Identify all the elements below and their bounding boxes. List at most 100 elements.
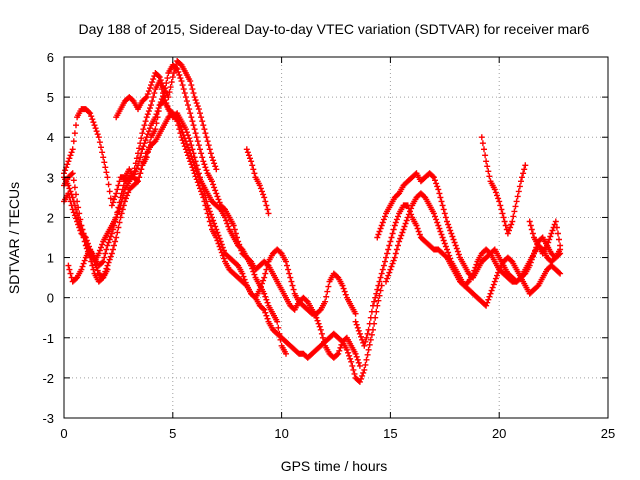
data-point xyxy=(290,286,297,293)
grid xyxy=(64,57,608,418)
chart-title: Day 188 of 2015, Sidereal Day-to-day VTE… xyxy=(79,21,590,37)
data-point xyxy=(397,235,404,242)
data-point xyxy=(98,144,104,151)
data-point xyxy=(106,236,113,243)
data-point xyxy=(203,134,210,141)
data-point xyxy=(496,198,503,205)
data-point xyxy=(164,75,171,82)
data-point xyxy=(82,238,89,245)
data-point xyxy=(492,189,499,196)
data-point xyxy=(358,375,364,382)
series-track-6 xyxy=(243,146,272,217)
data-point xyxy=(484,299,491,306)
data-point xyxy=(448,230,455,237)
data-point xyxy=(89,262,96,269)
data-point xyxy=(374,286,381,293)
series-track-9 xyxy=(374,170,564,285)
data-point xyxy=(510,213,517,220)
data-point xyxy=(371,298,378,305)
data-point xyxy=(365,326,372,333)
data-point xyxy=(434,219,441,226)
data-point xyxy=(112,193,119,200)
data-point xyxy=(349,362,356,369)
data-point xyxy=(262,270,269,277)
data-point xyxy=(198,188,205,195)
data-point xyxy=(192,97,199,104)
data-point xyxy=(341,288,348,295)
series-track-11 xyxy=(478,134,529,237)
data-point xyxy=(175,122,182,129)
data-point xyxy=(190,167,197,174)
data-point xyxy=(167,84,174,91)
data-point xyxy=(446,224,453,231)
data-point xyxy=(203,167,210,174)
data-point xyxy=(188,161,195,168)
data-point xyxy=(483,158,490,165)
data-point xyxy=(356,378,363,385)
data-point xyxy=(118,190,125,197)
data-point xyxy=(230,222,237,229)
data-point xyxy=(98,244,104,251)
data-point xyxy=(386,269,393,276)
data-point xyxy=(101,254,108,261)
data-point xyxy=(105,259,112,266)
data-point xyxy=(359,372,366,379)
data-point xyxy=(157,77,164,84)
data-point xyxy=(179,137,186,144)
data-point xyxy=(183,98,190,105)
data-point xyxy=(79,226,86,233)
data-point xyxy=(498,206,505,213)
data-point xyxy=(177,75,184,82)
data-point xyxy=(191,94,198,101)
data-point xyxy=(141,156,148,163)
data-point xyxy=(204,210,211,217)
data-point xyxy=(106,188,113,195)
data-point xyxy=(67,270,74,277)
data-point xyxy=(223,217,230,224)
data-point xyxy=(207,150,214,157)
data-point xyxy=(261,274,268,281)
data-point xyxy=(483,302,490,309)
data-point xyxy=(435,186,442,193)
data-point xyxy=(387,238,394,245)
data-point xyxy=(364,330,371,337)
data-point xyxy=(516,183,523,190)
data-point xyxy=(546,236,553,243)
data-point xyxy=(207,222,214,229)
data-point xyxy=(95,250,102,257)
data-point xyxy=(143,114,150,121)
data-point xyxy=(319,334,326,341)
data-point xyxy=(491,278,498,285)
data-point xyxy=(222,214,228,221)
data-point xyxy=(166,89,173,96)
data-point xyxy=(391,254,398,261)
data-point xyxy=(64,161,71,168)
data-point xyxy=(69,146,76,153)
data-point xyxy=(343,346,350,353)
data-point xyxy=(152,114,159,121)
data-point xyxy=(352,350,359,357)
data-point xyxy=(136,158,143,165)
data-point xyxy=(259,188,265,195)
data-point xyxy=(210,157,217,164)
data-point xyxy=(139,146,146,153)
data-point xyxy=(366,341,373,348)
data-point xyxy=(197,110,203,117)
data-point xyxy=(193,100,200,107)
data-point xyxy=(147,125,153,132)
data-point xyxy=(189,118,196,125)
data-point xyxy=(430,210,437,217)
data-point xyxy=(392,250,399,257)
data-point xyxy=(492,275,499,282)
data-point xyxy=(545,239,552,246)
data-point xyxy=(264,206,271,213)
data-point xyxy=(263,312,270,319)
data-point xyxy=(194,179,201,186)
data-point xyxy=(377,287,384,294)
data-point xyxy=(198,114,205,121)
data-point xyxy=(489,284,496,291)
data-point xyxy=(140,126,147,133)
data-point xyxy=(96,247,103,254)
data-point xyxy=(355,327,362,334)
y-tick-label: -1 xyxy=(42,331,54,346)
